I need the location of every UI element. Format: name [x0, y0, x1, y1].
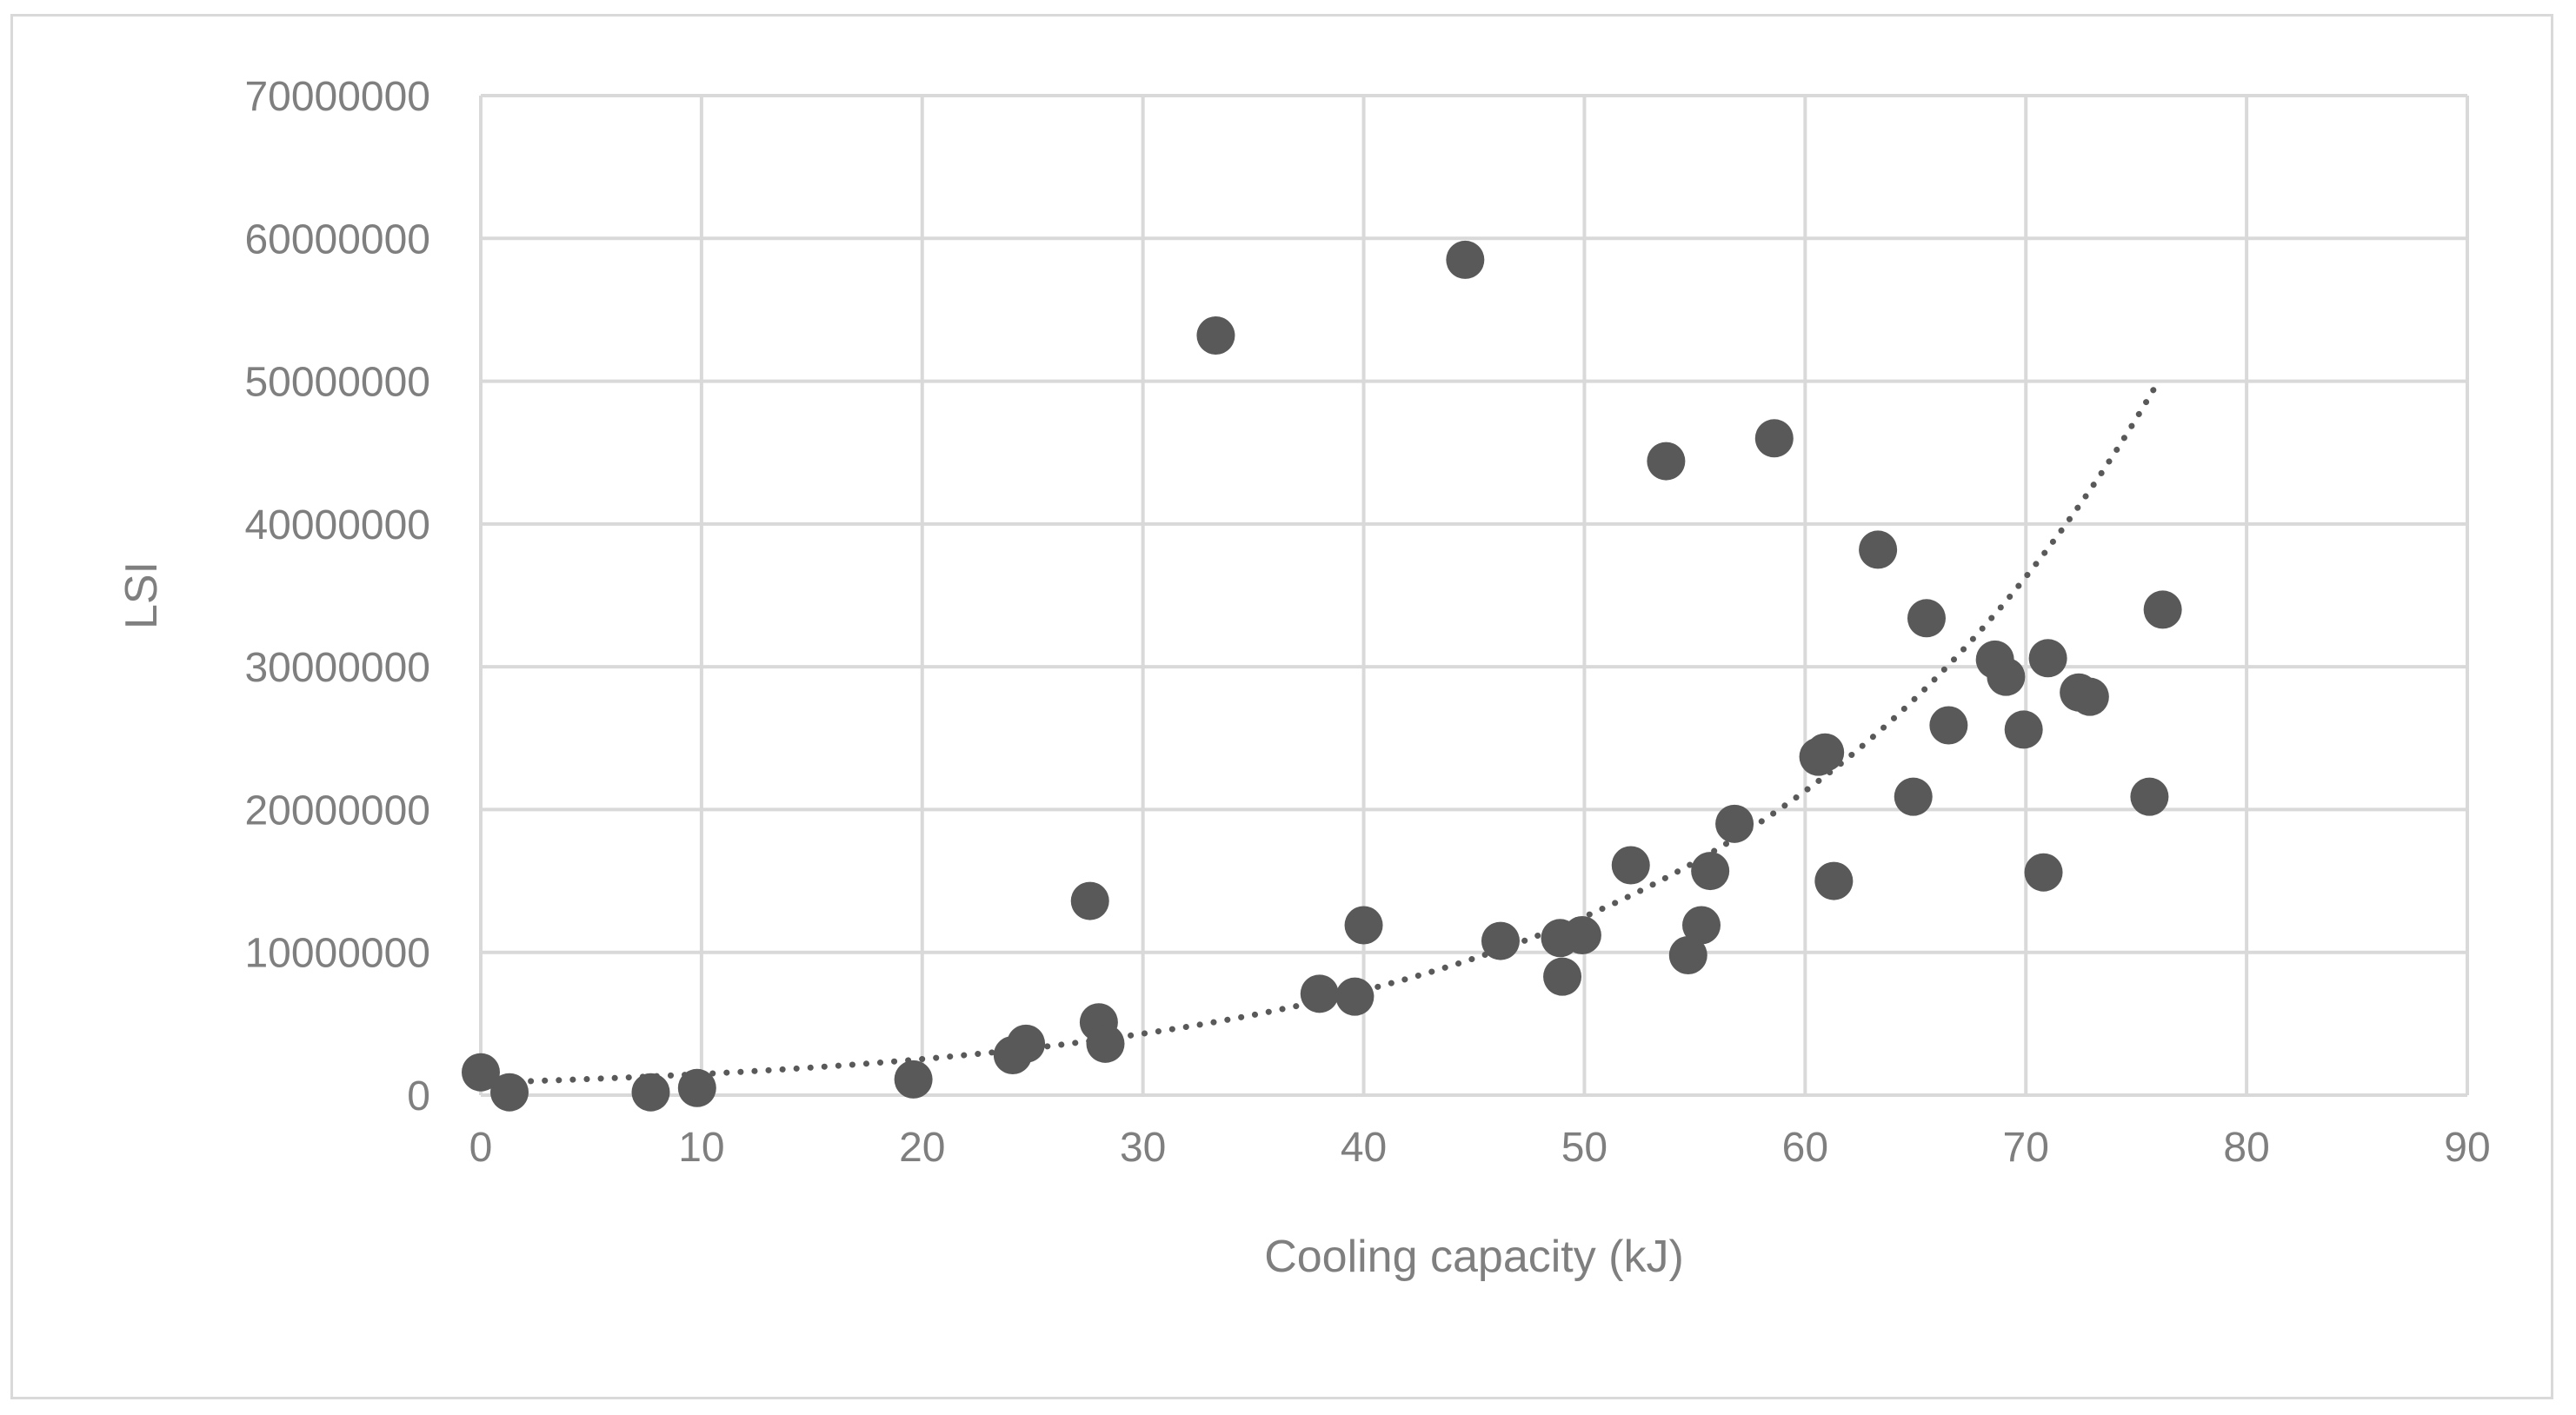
- y-tick-label: 40000000: [244, 502, 430, 548]
- x-tick-label: 10: [678, 1125, 724, 1171]
- data-point: [1929, 706, 1968, 745]
- y-tick-label: 0: [407, 1073, 430, 1119]
- x-tick-label: 30: [1120, 1125, 1166, 1171]
- data-point: [2143, 590, 2182, 629]
- data-point: [1806, 733, 1845, 772]
- data-points: [462, 240, 2182, 1112]
- scatter-chart: 0 10000000 20000000 30000000 40000000 5000000…: [116, 74, 2491, 1282]
- x-tick-label: 50: [1561, 1125, 1608, 1171]
- data-point: [631, 1073, 670, 1112]
- data-point: [2070, 677, 2109, 716]
- data-point: [1070, 881, 1109, 920]
- data-point: [1335, 977, 1375, 1016]
- x-tick-label: 40: [1341, 1125, 1387, 1171]
- data-point: [1196, 316, 1235, 355]
- data-point: [1611, 846, 1650, 885]
- data-point: [1562, 916, 1601, 954]
- data-point: [1715, 804, 1754, 843]
- data-point: [677, 1068, 716, 1107]
- data-point: [1543, 957, 1582, 996]
- data-point: [2004, 710, 2043, 749]
- data-point: [1007, 1024, 1046, 1063]
- data-point: [1668, 936, 1707, 974]
- data-point: [1814, 861, 1854, 900]
- y-tick-label: 60000000: [244, 216, 430, 262]
- x-tick-label: 70: [2003, 1125, 2049, 1171]
- data-point: [490, 1073, 529, 1112]
- trendline: [499, 378, 2162, 1086]
- data-point: [2130, 777, 2169, 816]
- y-axis-title: LSI: [116, 561, 167, 629]
- x-tick-label: 20: [899, 1125, 945, 1171]
- x-tick-label: 90: [2444, 1125, 2490, 1171]
- data-point: [1754, 419, 1794, 458]
- data-point: [1481, 921, 1520, 960]
- data-point: [1344, 906, 1383, 945]
- chart-frame: 0 10000000 20000000 30000000 40000000 5000000…: [10, 14, 2553, 1399]
- data-point: [1894, 777, 1933, 816]
- data-point: [462, 1053, 500, 1092]
- x-axis-title: Cooling capacity (kJ): [1264, 1232, 1684, 1282]
- data-point: [2028, 639, 2067, 678]
- tick-labels: 0 10000000 20000000 30000000 40000000 5000000…: [244, 74, 2490, 1171]
- data-point: [1300, 974, 1339, 1013]
- data-point: [1691, 852, 1730, 891]
- y-tick-label: 10000000: [244, 931, 430, 977]
- data-point: [1647, 442, 1686, 481]
- y-tick-label: 50000000: [244, 360, 430, 406]
- data-point: [1446, 240, 1485, 279]
- x-tick-label: 60: [1782, 1125, 1828, 1171]
- x-tick-label: 0: [469, 1125, 493, 1171]
- data-point: [1682, 906, 1721, 945]
- x-tick-label: 80: [2223, 1125, 2269, 1171]
- data-point: [1859, 530, 1898, 569]
- y-tick-label: 70000000: [244, 74, 430, 120]
- data-point: [1987, 657, 2026, 696]
- data-point: [1086, 1024, 1125, 1063]
- data-point: [1907, 599, 1946, 638]
- data-point: [894, 1060, 933, 1099]
- data-point: [2024, 853, 2063, 892]
- y-tick-label: 20000000: [244, 787, 430, 834]
- y-tick-label: 30000000: [244, 645, 430, 691]
